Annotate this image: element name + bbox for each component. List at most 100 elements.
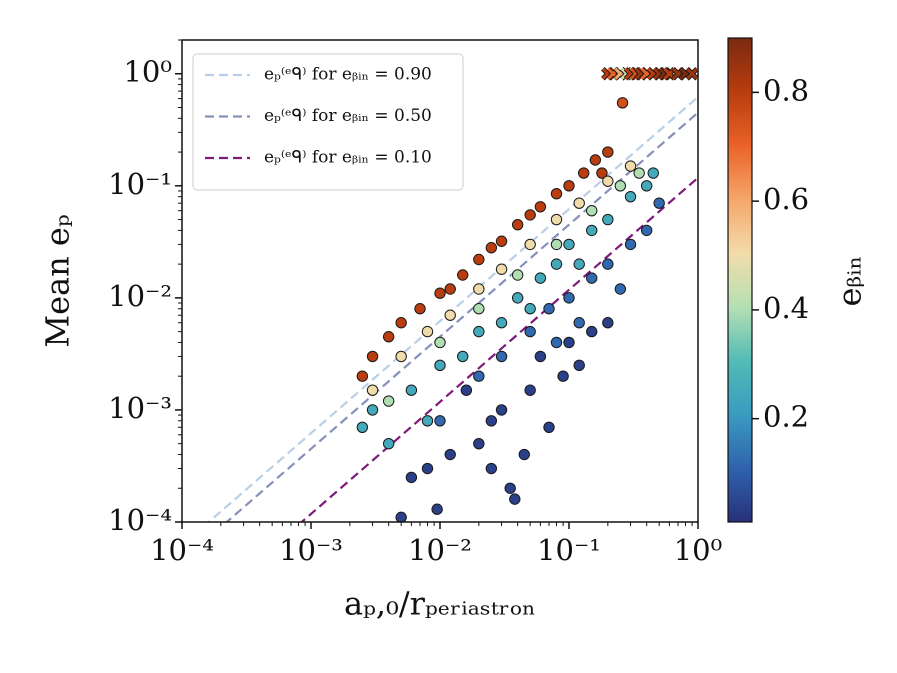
point xyxy=(550,238,563,251)
point xyxy=(550,336,563,349)
point xyxy=(395,350,407,363)
point xyxy=(356,370,369,382)
y-tick-label: 10⁰ xyxy=(123,55,172,89)
point xyxy=(640,224,653,237)
point xyxy=(563,336,575,349)
point xyxy=(457,269,469,281)
y-tick-label: 10⁻¹ xyxy=(108,167,172,201)
point xyxy=(647,167,659,179)
point xyxy=(366,350,379,363)
point xyxy=(485,415,498,427)
colorbar-tick-label: 0.8 xyxy=(763,73,809,107)
point xyxy=(524,384,536,396)
equilibrium-line xyxy=(207,96,698,522)
point xyxy=(414,303,426,315)
point xyxy=(444,309,456,321)
point xyxy=(421,325,434,338)
x-tick-label: 10⁻¹ xyxy=(537,533,601,567)
point xyxy=(495,235,508,247)
point xyxy=(511,269,524,281)
legend-label: eₚ⁽ᵉᑫ⁾ for eᵦᵢₙ = 0.90 xyxy=(264,65,432,85)
point xyxy=(602,317,614,329)
point xyxy=(550,213,563,226)
point xyxy=(589,154,602,166)
colorbar-label: eᵦᵢₙ xyxy=(831,256,869,307)
point xyxy=(434,415,446,427)
point xyxy=(573,197,585,209)
point xyxy=(557,370,569,382)
point xyxy=(550,258,563,270)
point xyxy=(524,325,536,338)
colorbar-tick-label: 0.4 xyxy=(763,291,809,325)
point xyxy=(624,190,637,203)
point xyxy=(624,160,637,172)
point xyxy=(495,350,508,363)
colorbar-tick-label: 0.2 xyxy=(763,400,809,434)
point xyxy=(577,167,590,179)
x-tick-label: 10⁻² xyxy=(408,533,472,567)
legend xyxy=(192,53,464,191)
point xyxy=(431,503,443,515)
legend-label: eₚ⁽ᵉᑫ⁾ for eᵦᵢₙ = 0.50 xyxy=(264,106,432,126)
point xyxy=(550,188,563,200)
point xyxy=(616,97,629,109)
point xyxy=(596,167,608,179)
x-axis-label: aₚ,₀/rₚₑᵣᵢₐₛₜᵣₒₙ xyxy=(344,585,536,623)
point xyxy=(563,292,575,304)
point xyxy=(586,272,598,284)
equilibrium-line xyxy=(225,111,698,522)
point xyxy=(444,283,456,295)
y-axis-label: Mean eₚ xyxy=(39,214,77,347)
equilibrium-line xyxy=(300,176,698,522)
point xyxy=(614,180,627,192)
point xyxy=(382,395,395,407)
point xyxy=(485,462,498,475)
point xyxy=(495,317,508,329)
point xyxy=(405,384,418,396)
point xyxy=(434,287,446,299)
x-tick-label: 10⁻⁴ xyxy=(150,533,214,567)
point xyxy=(356,421,369,433)
point xyxy=(586,325,598,338)
point xyxy=(573,317,585,329)
point xyxy=(573,258,585,270)
point xyxy=(511,218,524,231)
point xyxy=(382,331,395,343)
point xyxy=(395,317,407,329)
point xyxy=(395,511,407,522)
point xyxy=(602,213,614,226)
point xyxy=(524,209,536,221)
point xyxy=(614,283,627,295)
point xyxy=(504,482,516,494)
colorbar xyxy=(727,37,753,523)
point xyxy=(633,167,645,179)
y-tick-label: 10⁻⁴ xyxy=(108,503,172,537)
point xyxy=(444,448,456,461)
point xyxy=(573,359,585,372)
point xyxy=(434,336,446,349)
point xyxy=(640,180,653,192)
point xyxy=(495,263,508,275)
point xyxy=(602,146,614,158)
x-tick-label: 10⁰ xyxy=(674,533,723,567)
point xyxy=(624,238,637,251)
point xyxy=(460,384,473,396)
point xyxy=(563,238,575,251)
point xyxy=(653,197,665,209)
cross xyxy=(686,67,699,80)
plot-area xyxy=(207,96,698,522)
point xyxy=(586,224,598,237)
point xyxy=(543,303,555,315)
point xyxy=(434,359,446,372)
point xyxy=(421,415,434,427)
point xyxy=(518,448,530,461)
point xyxy=(485,242,498,254)
y-tick-label: 10⁻² xyxy=(108,279,172,313)
point xyxy=(366,404,379,416)
point xyxy=(524,303,536,315)
x-tick-label: 10⁻³ xyxy=(279,533,343,567)
point xyxy=(405,471,418,484)
point xyxy=(543,421,555,433)
point xyxy=(534,350,547,363)
